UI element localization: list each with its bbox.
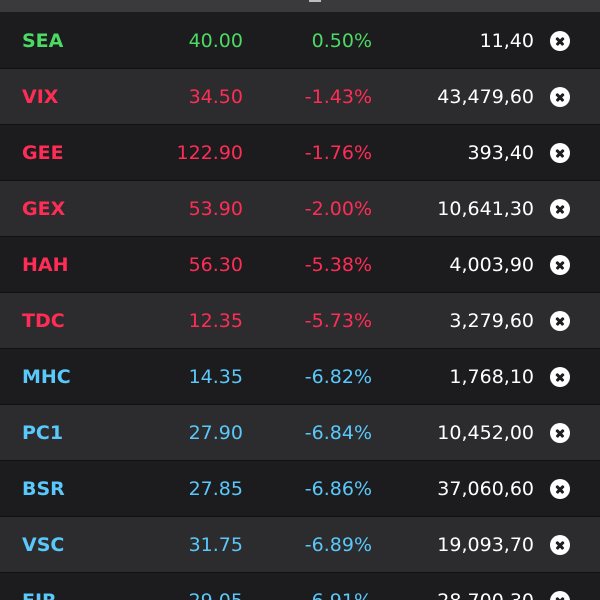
stock-change-percent: -2.00% xyxy=(304,198,372,220)
close-circle-icon[interactable] xyxy=(550,535,570,555)
stock-row[interactable]: SEA 40.00 0.50% 11,40 xyxy=(0,13,600,69)
stock-price: 34.50 xyxy=(188,86,243,108)
close-circle-icon[interactable] xyxy=(550,31,570,51)
stock-row[interactable]: BSR 27.85 -6.86% 37,060,60 xyxy=(0,461,600,517)
stock-change-percent: -5.73% xyxy=(304,310,372,332)
close-circle-icon[interactable] xyxy=(550,255,570,275)
stock-symbol: VSC xyxy=(22,534,65,556)
stock-price: 53.90 xyxy=(188,198,243,220)
stock-price: 29.05 xyxy=(189,573,243,600)
close-circle-icon[interactable] xyxy=(550,591,570,600)
stock-price: 14.35 xyxy=(188,366,243,388)
stock-price: 122.90 xyxy=(176,142,243,164)
stock-volume: 37,060,60 xyxy=(437,478,534,500)
stock-volume: 1,768,10 xyxy=(449,366,534,388)
stock-row[interactable]: VSC 31.75 -6.89% 19,093,70 xyxy=(0,517,600,573)
stock-symbol: PC1 xyxy=(22,422,64,444)
close-circle-icon[interactable] xyxy=(550,199,570,219)
stock-row[interactable]: PC1 27.90 -6.84% 10,452,00 xyxy=(0,405,600,461)
stock-price: 31.75 xyxy=(188,534,243,556)
stock-volume: 19,093,70 xyxy=(437,534,534,556)
stock-price: 40.00 xyxy=(188,30,243,52)
stock-symbol: TDC xyxy=(22,310,65,332)
stock-symbol: VIX xyxy=(22,86,59,108)
stock-row[interactable]: FIR 29.05 -6.91% 28,700,30 xyxy=(0,573,600,600)
stock-volume: 10,452,00 xyxy=(437,422,534,444)
close-circle-icon[interactable] xyxy=(550,143,570,163)
stock-change-percent: -6.84% xyxy=(304,422,372,444)
stock-symbol: BSR xyxy=(22,478,65,500)
stock-volume: 43,479,60 xyxy=(437,86,534,108)
stock-row[interactable]: HAH 56.30 -5.38% 4,003,90 xyxy=(0,237,600,293)
stock-change-percent: -6.82% xyxy=(304,366,372,388)
stock-change-percent: -6.91% xyxy=(305,573,372,600)
stock-change-percent: -5.38% xyxy=(304,254,372,276)
stock-row[interactable]: MHC 14.35 -6.82% 1,768,10 xyxy=(0,349,600,405)
stock-row[interactable]: TDC 12.35 -5.73% 3,279,60 xyxy=(0,293,600,349)
stock-change-percent: -1.76% xyxy=(304,142,372,164)
stock-price: 56.30 xyxy=(188,254,243,276)
stock-change-percent: -1.43% xyxy=(304,86,372,108)
stock-volume: 4,003,90 xyxy=(449,254,534,276)
stock-change-percent: -6.89% xyxy=(304,534,372,556)
stock-row[interactable]: VIX 34.50 -1.43% 43,479,60 xyxy=(0,69,600,125)
close-circle-icon[interactable] xyxy=(550,87,570,107)
stock-price: 27.85 xyxy=(188,478,243,500)
stock-symbol: HAH xyxy=(22,254,69,276)
stock-volume: 3,279,60 xyxy=(449,310,534,332)
close-circle-icon[interactable] xyxy=(550,423,570,443)
stock-symbol: GEE xyxy=(22,142,64,164)
stock-volume: 10,641,30 xyxy=(437,198,534,220)
stock-symbol: MHC xyxy=(22,366,71,388)
stock-price: 12.35 xyxy=(188,310,243,332)
stock-change-percent: -6.86% xyxy=(304,478,372,500)
close-circle-icon[interactable] xyxy=(550,479,570,499)
stock-price: 27.90 xyxy=(188,422,243,444)
stock-row[interactable]: GEE 122.90 -1.76% 393,40 xyxy=(0,125,600,181)
close-circle-icon[interactable] xyxy=(550,367,570,387)
stock-symbol: FIR xyxy=(22,573,57,600)
stock-row[interactable]: GEX 53.90 -2.00% 10,641,30 xyxy=(0,181,600,237)
close-circle-icon[interactable] xyxy=(550,311,570,331)
stock-volume: 393,40 xyxy=(467,142,534,164)
top-bar xyxy=(0,0,600,12)
stock-volume: 11,40 xyxy=(479,30,534,52)
stock-volume: 28,700,30 xyxy=(437,573,534,600)
top-bar-indicator xyxy=(309,0,321,2)
watchlist-table: SEA 40.00 0.50% 11,40 VIX 34.50 -1.43% 43,479,6… xyxy=(0,13,600,600)
stock-symbol: SEA xyxy=(22,30,64,52)
stock-change-percent: 0.50% xyxy=(311,30,372,52)
stock-symbol: GEX xyxy=(22,198,66,220)
